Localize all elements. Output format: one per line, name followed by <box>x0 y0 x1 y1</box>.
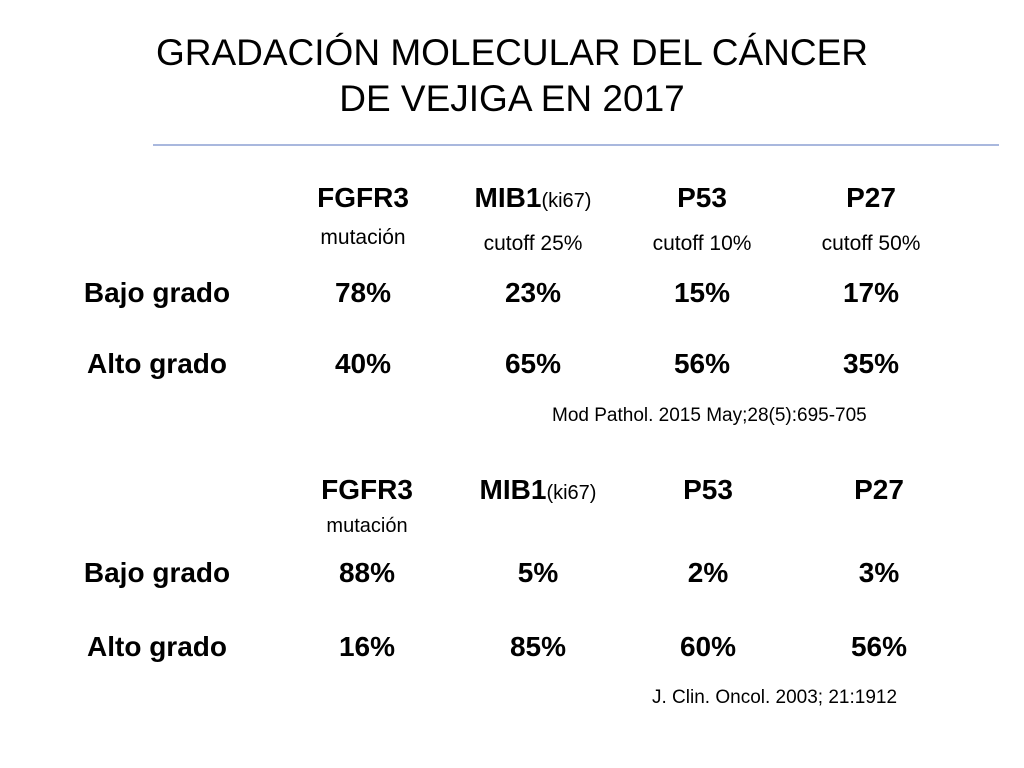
header-fgfr3-sub: mutación <box>320 226 406 249</box>
cell-value: 65% <box>504 348 562 379</box>
header-p53-sub: cutoff 10% <box>652 232 752 255</box>
citation-j-clin-oncol: J. Clin. Oncol. 2003; 21:1912 <box>652 687 898 708</box>
header-p53: P53 <box>677 182 727 213</box>
row-label-alto-grado: Alto grado <box>87 348 227 379</box>
header-fgfr3-sub: mutación <box>326 515 408 537</box>
cell-value: 15% <box>673 277 731 308</box>
header-fgfr3: FGFR3 <box>321 474 413 505</box>
cell-value: 2% <box>687 557 729 588</box>
header-p27: P27 <box>854 474 904 505</box>
header-p27: P27 <box>846 182 896 213</box>
cell-value: 60% <box>679 631 737 662</box>
header-p53: P53 <box>683 474 733 505</box>
cell-value: 17% <box>842 277 900 308</box>
cell-value: 78% <box>334 277 392 308</box>
cell-value: 5% <box>517 557 559 588</box>
row-label-bajo-grado: Bajo grado <box>83 277 231 308</box>
header-mib1-sub: cutoff 25% <box>483 232 583 255</box>
slide-title: GRADACIÓN MOLECULAR DEL CÁNCER DE VEJIGA… <box>0 30 1024 122</box>
citation-mod-pathol: Mod Pathol. 2015 May;28(5):695-705 <box>552 405 867 426</box>
cell-value: 23% <box>504 277 562 308</box>
header-fgfr3: FGFR3 <box>317 182 409 213</box>
row-label-alto-grado: Alto grado <box>87 631 227 662</box>
title-line-1: GRADACIÓN MOLECULAR DEL CÁNCER <box>155 32 869 73</box>
cell-value: 88% <box>338 557 396 588</box>
cell-value: 56% <box>850 631 908 662</box>
title-line-2: DE VEJIGA EN 2017 <box>339 78 685 119</box>
cell-value: 35% <box>842 348 900 379</box>
cell-value: 40% <box>334 348 392 379</box>
header-mib1: MIB1(ki67) <box>474 182 592 213</box>
header-mib1: MIB1(ki67) <box>479 474 597 505</box>
cell-value: 85% <box>509 631 567 662</box>
title-divider <box>153 144 999 146</box>
header-p27-sub: cutoff 50% <box>821 232 921 255</box>
row-label-bajo-grado: Bajo grado <box>83 557 231 588</box>
cell-value: 56% <box>673 348 731 379</box>
cell-value: 3% <box>858 557 900 588</box>
cell-value: 16% <box>338 631 396 662</box>
